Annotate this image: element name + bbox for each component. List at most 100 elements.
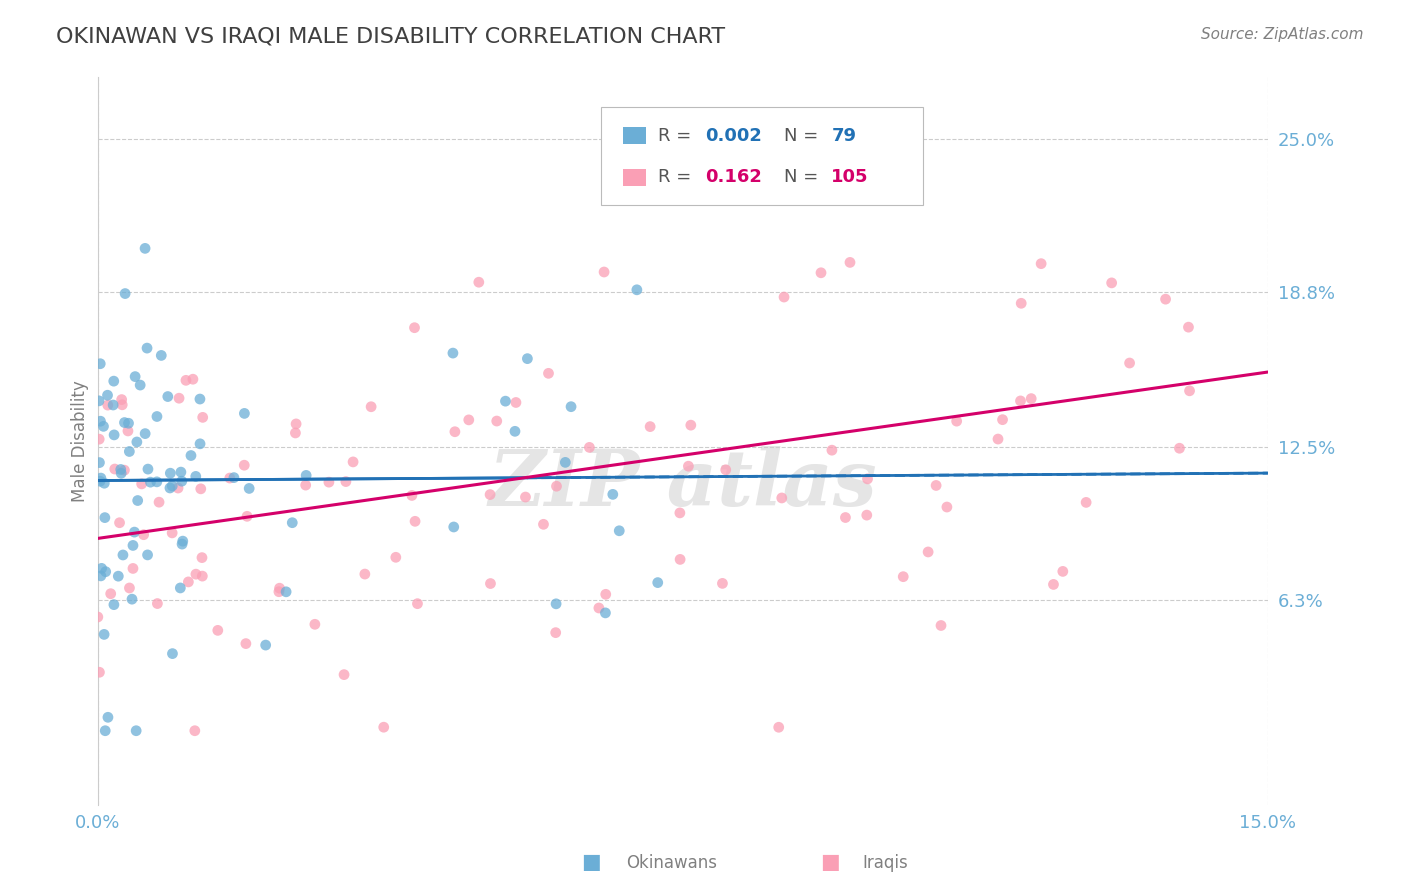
Text: ■: ■ bbox=[820, 853, 839, 872]
Point bbox=[172, 534, 194, 549]
Point bbox=[593, 265, 616, 279]
Point bbox=[1118, 356, 1140, 370]
Point bbox=[638, 419, 661, 434]
Point bbox=[1101, 276, 1123, 290]
Point bbox=[834, 510, 856, 524]
Point bbox=[269, 581, 291, 595]
Point bbox=[124, 369, 146, 384]
Point bbox=[162, 647, 184, 661]
Point bbox=[118, 444, 141, 458]
Point bbox=[607, 524, 630, 538]
Point bbox=[188, 392, 211, 406]
Point bbox=[770, 491, 793, 505]
Point bbox=[190, 482, 212, 496]
Point bbox=[136, 341, 159, 355]
Point bbox=[101, 398, 124, 412]
Point bbox=[595, 606, 617, 620]
Point bbox=[856, 472, 879, 486]
Point bbox=[1019, 392, 1042, 406]
Point bbox=[678, 459, 700, 474]
Point bbox=[180, 449, 202, 463]
Point bbox=[294, 478, 316, 492]
Point bbox=[129, 378, 152, 392]
Point bbox=[285, 417, 308, 431]
Point bbox=[373, 720, 395, 734]
Point bbox=[89, 665, 111, 680]
Point bbox=[855, 508, 877, 522]
Point bbox=[602, 487, 624, 501]
Point bbox=[595, 587, 617, 601]
Point bbox=[162, 479, 184, 493]
Point bbox=[238, 482, 260, 496]
Point bbox=[401, 488, 423, 502]
Point bbox=[284, 425, 307, 440]
Point bbox=[103, 374, 125, 388]
Point bbox=[90, 569, 112, 583]
Point bbox=[184, 723, 207, 738]
Point bbox=[254, 638, 277, 652]
Point bbox=[121, 592, 143, 607]
FancyBboxPatch shape bbox=[623, 169, 647, 186]
Point bbox=[468, 275, 491, 289]
Point bbox=[191, 550, 214, 565]
Point bbox=[235, 637, 257, 651]
Text: ■: ■ bbox=[581, 853, 600, 872]
Point bbox=[146, 597, 169, 611]
Text: 0.002: 0.002 bbox=[704, 127, 762, 145]
Point bbox=[114, 286, 136, 301]
Text: 79: 79 bbox=[831, 127, 856, 145]
Point bbox=[544, 625, 567, 640]
Point bbox=[515, 490, 537, 504]
Point bbox=[174, 373, 197, 387]
Point bbox=[134, 426, 156, 441]
Point bbox=[236, 509, 259, 524]
Point bbox=[1029, 257, 1052, 271]
Point bbox=[560, 400, 582, 414]
Point bbox=[626, 283, 648, 297]
Point bbox=[122, 561, 145, 575]
Point bbox=[533, 517, 555, 532]
Point bbox=[443, 520, 465, 534]
Point bbox=[839, 255, 862, 269]
Point bbox=[127, 493, 149, 508]
Point bbox=[233, 406, 256, 420]
Point bbox=[945, 414, 967, 428]
Point bbox=[669, 506, 692, 520]
Point bbox=[89, 456, 111, 470]
Point bbox=[146, 475, 169, 489]
Point bbox=[588, 601, 610, 615]
Point bbox=[1010, 296, 1032, 310]
Point bbox=[360, 400, 382, 414]
Point bbox=[94, 723, 117, 738]
Point bbox=[124, 525, 146, 540]
Point bbox=[93, 419, 115, 434]
Point bbox=[679, 418, 702, 433]
Point bbox=[1042, 577, 1064, 591]
Point bbox=[97, 398, 120, 412]
Point bbox=[444, 425, 467, 439]
Point bbox=[114, 416, 136, 430]
Point bbox=[479, 487, 502, 501]
Point bbox=[136, 462, 159, 476]
Point bbox=[935, 500, 957, 514]
Point bbox=[505, 395, 527, 409]
Point bbox=[1052, 565, 1074, 579]
Point bbox=[87, 610, 110, 624]
FancyBboxPatch shape bbox=[623, 127, 647, 145]
Text: R =: R = bbox=[658, 127, 697, 145]
Point bbox=[711, 576, 734, 591]
Point bbox=[1074, 495, 1097, 509]
Point bbox=[987, 432, 1010, 446]
Point bbox=[100, 587, 122, 601]
Point bbox=[107, 569, 129, 583]
Point bbox=[1177, 320, 1199, 334]
Text: OKINAWAN VS IRAQI MALE DISABILITY CORRELATION CHART: OKINAWAN VS IRAQI MALE DISABILITY CORREL… bbox=[56, 27, 725, 46]
Point bbox=[170, 474, 193, 488]
Point bbox=[207, 624, 229, 638]
Point bbox=[184, 469, 207, 483]
Point bbox=[281, 516, 304, 530]
Point bbox=[457, 413, 479, 427]
Point bbox=[1178, 384, 1201, 398]
Point bbox=[917, 545, 939, 559]
Point bbox=[89, 432, 111, 446]
